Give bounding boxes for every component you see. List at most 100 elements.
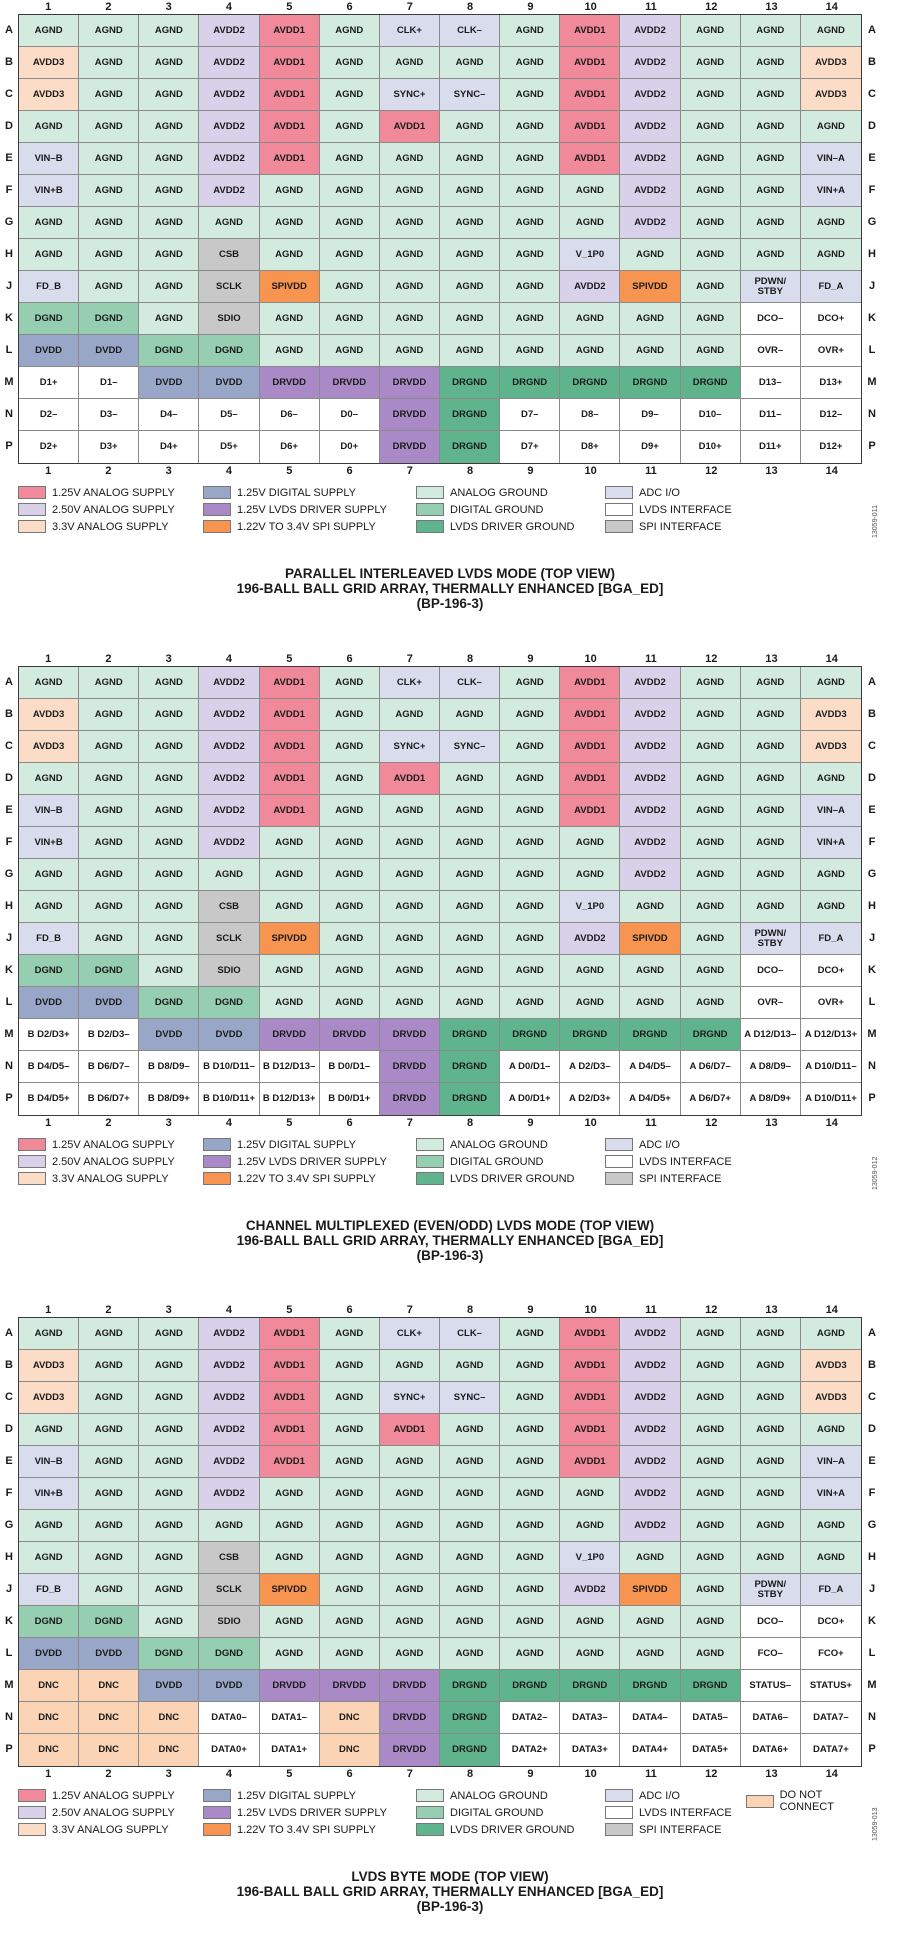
- legend-swatch: [416, 1789, 444, 1802]
- pin-J14: FD_A: [800, 271, 861, 303]
- row-label-left: C: [5, 740, 13, 752]
- pin-K11: AGND: [620, 303, 681, 335]
- pin-A14: AGND: [800, 15, 861, 47]
- pin-M8: DRGND: [439, 1019, 501, 1051]
- pin-P12: DATA5+: [680, 1734, 741, 1766]
- pin-D5: AVDD1: [259, 763, 320, 795]
- pin-C8: SYNC–: [439, 79, 501, 111]
- pin-H6: AGND: [319, 239, 380, 271]
- legend-swatch: [18, 1155, 46, 1168]
- column-number: 7: [406, 465, 413, 477]
- pin-K13: DCO–: [740, 1606, 801, 1638]
- pin-A6: AGND: [319, 15, 380, 47]
- pin-E11: AVDD2: [620, 1446, 681, 1478]
- legend-label: LVDS INTERFACE: [639, 1806, 732, 1819]
- pin-P5: D6+: [259, 431, 320, 463]
- pin-B11: AVDD2: [620, 699, 681, 731]
- row-label-left: E: [5, 1455, 13, 1467]
- pin-J7: AGND: [379, 923, 440, 955]
- pin-K3: AGND: [139, 1606, 200, 1638]
- column-number: 11: [645, 1117, 657, 1129]
- column-number: 8: [467, 1117, 474, 1129]
- column-numbers-bottom: 1 2 3 4 5 6 7 8 9 10 11 12 13 14: [18, 465, 862, 479]
- legend-item: 1.25V ANALOG SUPPLY: [18, 486, 175, 499]
- pin-G12: AGND: [680, 207, 741, 239]
- pin-L2: DVDD: [79, 987, 140, 1019]
- legend-item: 1.25V DIGITAL SUPPLY: [203, 1789, 356, 1802]
- pin-N4: D5–: [199, 399, 260, 431]
- pin-N13: D11–: [740, 399, 801, 431]
- column-number: 5: [286, 1, 293, 13]
- row-label-left: L: [5, 1647, 13, 1659]
- row-label-left: F: [5, 184, 13, 196]
- pin-J6: AGND: [319, 1574, 380, 1606]
- row-label-right: J: [868, 932, 876, 944]
- pin-P11: DATA4+: [620, 1734, 681, 1766]
- pin-K12: AGND: [680, 303, 741, 335]
- pin-H2: AGND: [79, 891, 140, 923]
- pin-H7: AGND: [379, 891, 440, 923]
- column-number: 9: [527, 1, 534, 13]
- pin-A14: AGND: [800, 1318, 861, 1350]
- pin-P13: A D8/D9+: [740, 1083, 801, 1115]
- pin-G13: AGND: [740, 207, 801, 239]
- legend-label: 2.50V ANALOG SUPPLY: [52, 1806, 175, 1819]
- pin-P10: A D2/D3+: [560, 1083, 621, 1115]
- pin-L12: AGND: [680, 335, 741, 367]
- legend-swatch: [18, 1823, 46, 1836]
- pin-E6: AGND: [319, 795, 380, 827]
- pin-K5: AGND: [259, 955, 320, 987]
- pin-J6: AGND: [319, 271, 380, 303]
- pin-C8: SYNC–: [439, 1382, 501, 1414]
- pin-B7: AGND: [379, 699, 440, 731]
- legend-label: SPI INTERFACE: [639, 520, 722, 533]
- row-label-left: L: [5, 344, 13, 356]
- pin-J4: SCLK: [199, 271, 260, 303]
- pin-D14: AGND: [800, 1414, 861, 1446]
- column-number: 2: [105, 1, 112, 13]
- legend-item: 1.25V LVDS DRIVER SUPPLY: [203, 1155, 387, 1168]
- pin-P8: DRGND: [439, 1734, 501, 1766]
- figure-title-line: (BP-196-3): [416, 596, 484, 611]
- pin-D1: AGND: [19, 111, 80, 143]
- pin-E2: AGND: [79, 795, 140, 827]
- pin-N2: D3–: [79, 399, 140, 431]
- column-number: 14: [825, 1304, 838, 1316]
- column-number: 12: [705, 1, 718, 13]
- pin-C1: AVDD3: [19, 731, 80, 763]
- row-label-right: M: [867, 1028, 877, 1040]
- pin-M4: DVDD: [199, 367, 260, 399]
- legend-item: DIGITAL GROUND: [416, 503, 544, 516]
- pin-G3: AGND: [139, 859, 200, 891]
- pin-H13: AGND: [740, 239, 801, 271]
- legend-swatch: [18, 503, 46, 516]
- pin-F11: AVDD2: [620, 1478, 681, 1510]
- figure-title-line: 196-BALL BALL GRID ARRAY, THERMALLY ENHA…: [236, 1884, 664, 1899]
- column-number: 10: [584, 1768, 597, 1780]
- column-number: 6: [346, 653, 353, 665]
- row-label-right: L: [868, 344, 876, 356]
- pin-C12: AGND: [680, 731, 741, 763]
- row-label-left: K: [5, 1615, 13, 1627]
- column-number: 5: [286, 1768, 293, 1780]
- column-number: 3: [165, 1, 172, 13]
- pin-K10: AGND: [560, 303, 621, 335]
- row-label-right: A: [868, 24, 876, 36]
- row-label-right: D: [868, 120, 876, 132]
- pin-M1: DNC: [19, 1670, 80, 1702]
- pin-G12: AGND: [680, 859, 741, 891]
- pin-P7: DRVDD: [379, 431, 440, 463]
- pin-H8: AGND: [439, 239, 501, 271]
- pin-K2: DGND: [79, 303, 140, 335]
- pin-C3: AGND: [139, 79, 200, 111]
- pin-J13: PDWN/ STBY: [740, 1574, 801, 1606]
- column-number: 11: [645, 653, 657, 665]
- pin-F8: AGND: [439, 827, 501, 859]
- column-number: 12: [705, 653, 718, 665]
- pin-J11: SPIVDD: [620, 1574, 681, 1606]
- pin-M6: DRVDD: [319, 367, 380, 399]
- pin-F7: AGND: [379, 827, 440, 859]
- pin-J1: FD_B: [19, 271, 80, 303]
- row-label-left: B: [5, 708, 13, 720]
- legend-swatch: [203, 1155, 231, 1168]
